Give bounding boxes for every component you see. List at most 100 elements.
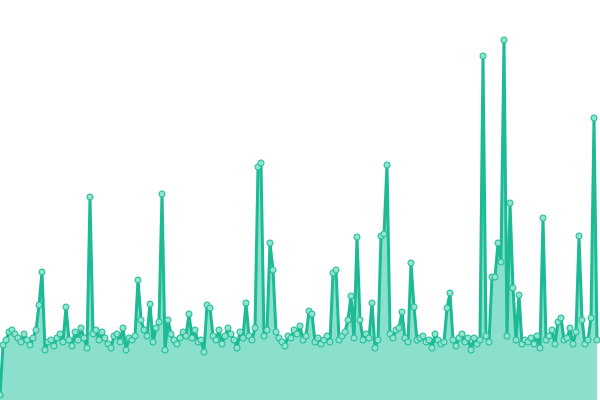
data-point bbox=[587, 314, 595, 322]
data-point bbox=[482, 332, 490, 340]
data-point bbox=[197, 336, 205, 344]
data-point bbox=[527, 334, 535, 342]
data-point bbox=[155, 318, 163, 326]
data-point bbox=[533, 332, 541, 340]
data-point bbox=[566, 324, 574, 332]
data-point bbox=[263, 326, 271, 334]
data-point bbox=[572, 328, 580, 336]
data-point bbox=[161, 346, 169, 354]
data-point bbox=[26, 341, 34, 349]
data-point bbox=[344, 316, 352, 324]
data-point bbox=[359, 336, 367, 344]
data-point bbox=[146, 300, 154, 308]
data-point bbox=[590, 114, 598, 122]
data-point bbox=[17, 338, 25, 346]
data-point bbox=[167, 330, 175, 338]
data-point bbox=[374, 336, 382, 344]
data-point bbox=[368, 299, 376, 307]
data-point bbox=[464, 334, 472, 342]
data-point bbox=[56, 330, 64, 338]
data-point bbox=[272, 328, 280, 336]
data-point bbox=[512, 336, 520, 344]
data-point bbox=[176, 334, 184, 342]
data-point bbox=[404, 338, 412, 346]
data-point bbox=[458, 330, 466, 338]
data-point bbox=[239, 334, 247, 342]
data-point bbox=[389, 334, 397, 342]
data-point bbox=[2, 336, 10, 344]
data-point bbox=[428, 344, 436, 352]
data-point bbox=[593, 336, 600, 344]
data-point bbox=[224, 324, 232, 332]
data-point bbox=[500, 36, 508, 44]
data-point bbox=[143, 332, 151, 340]
data-point bbox=[248, 336, 256, 344]
data-point bbox=[347, 292, 355, 300]
data-point bbox=[302, 332, 310, 340]
data-point bbox=[380, 230, 388, 238]
data-point bbox=[185, 310, 193, 318]
data-point bbox=[467, 346, 475, 354]
data-point bbox=[515, 291, 523, 299]
data-point bbox=[584, 336, 592, 344]
data-point bbox=[287, 334, 295, 342]
data-point bbox=[221, 332, 229, 340]
data-point bbox=[80, 334, 88, 342]
data-point bbox=[398, 308, 406, 316]
data-point bbox=[308, 310, 316, 318]
data-point bbox=[152, 324, 160, 332]
data-point bbox=[563, 334, 571, 342]
data-point bbox=[470, 334, 478, 342]
data-point bbox=[410, 303, 418, 311]
data-point bbox=[65, 336, 73, 344]
data-point bbox=[227, 330, 235, 338]
data-point bbox=[356, 316, 364, 324]
data-point bbox=[257, 159, 265, 167]
data-point bbox=[452, 342, 460, 350]
data-point bbox=[497, 258, 505, 266]
data-point bbox=[326, 338, 334, 346]
data-point bbox=[71, 328, 79, 336]
data-point bbox=[371, 344, 379, 352]
data-point bbox=[536, 344, 544, 352]
data-point bbox=[353, 233, 361, 241]
data-point bbox=[62, 303, 70, 311]
data-point bbox=[548, 326, 556, 334]
data-point bbox=[395, 324, 403, 332]
data-point bbox=[569, 340, 577, 348]
data-point bbox=[140, 326, 148, 334]
data-point bbox=[188, 334, 196, 342]
data-point bbox=[491, 273, 499, 281]
data-point bbox=[59, 338, 67, 346]
data-point bbox=[95, 336, 103, 344]
data-point bbox=[431, 330, 439, 338]
data-point bbox=[158, 190, 166, 198]
data-point bbox=[218, 340, 226, 348]
data-point bbox=[32, 326, 40, 334]
data-point bbox=[446, 289, 454, 297]
data-point bbox=[86, 193, 94, 201]
data-point bbox=[557, 314, 565, 322]
data-point bbox=[200, 348, 208, 356]
data-point bbox=[131, 332, 139, 340]
data-point bbox=[74, 336, 82, 344]
data-point bbox=[449, 336, 457, 344]
data-point bbox=[407, 259, 415, 267]
data-point bbox=[50, 342, 58, 350]
data-point bbox=[191, 326, 199, 334]
data-point bbox=[134, 276, 142, 284]
data-point bbox=[260, 332, 268, 340]
data-point bbox=[182, 332, 190, 340]
data-point bbox=[164, 316, 172, 324]
data-point bbox=[440, 338, 448, 346]
data-point bbox=[83, 344, 91, 352]
data-point bbox=[551, 340, 559, 348]
data-point bbox=[38, 268, 46, 276]
data-point bbox=[314, 334, 322, 342]
data-point bbox=[503, 332, 511, 340]
data-point bbox=[35, 301, 43, 309]
data-point bbox=[68, 342, 76, 350]
data-point bbox=[173, 340, 181, 348]
data-point bbox=[539, 214, 547, 222]
data-point bbox=[494, 239, 502, 247]
